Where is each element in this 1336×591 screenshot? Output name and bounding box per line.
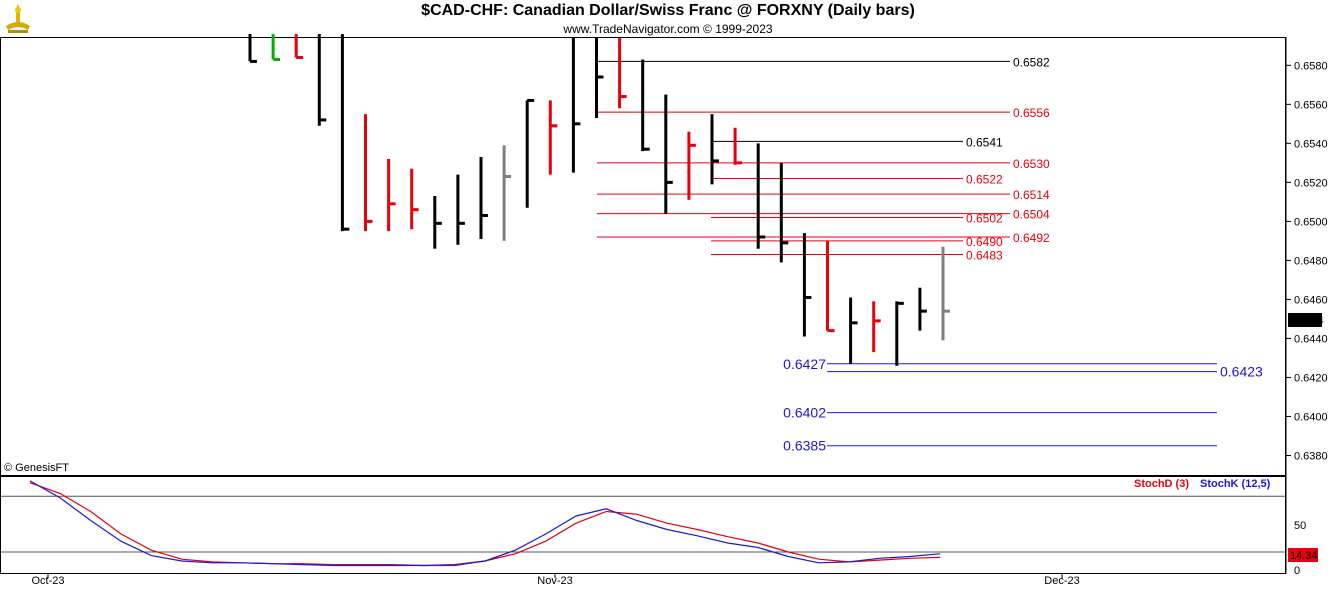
ohlc-bar <box>502 145 512 241</box>
ohlc-bar <box>479 157 488 239</box>
ohlc-bar <box>618 38 627 109</box>
last-price-text: 0.6454 <box>1290 315 1324 327</box>
price-tick-label: 0.6440 <box>1294 333 1328 345</box>
ohlc-bar <box>779 162 789 263</box>
price-level-label: 0.6490 <box>966 235 1003 249</box>
price-level-label: 0.6522 <box>966 172 1003 186</box>
last-stoch-text: 14.34 <box>1290 550 1318 562</box>
ohlc-bar <box>872 301 881 353</box>
ohlc-bar <box>364 114 373 232</box>
ohlc-bar <box>733 127 743 165</box>
x-tick-label: Oct-23 <box>31 575 64 587</box>
chart-subtitle: www.TradeNavigator.com © 1999-2023 <box>563 22 773 36</box>
ohlc-bar <box>433 196 442 249</box>
price-level-label: 0.6556 <box>1013 106 1050 120</box>
price-tick-label: 0.6460 <box>1294 294 1328 306</box>
price-level-label: 0.6502 <box>966 211 1003 225</box>
chart-title: $CAD-CHF: Canadian Dollar/Swiss Franc @ … <box>421 2 915 19</box>
ohlc-bar <box>271 34 281 61</box>
ohlc-bar <box>340 34 350 232</box>
price-level-label: 0.6385 <box>783 438 826 454</box>
genesis-copyright: © GenesisFT <box>4 462 69 474</box>
price-level-label: 0.6582 <box>1013 55 1050 69</box>
ohlc-bar <box>456 174 465 245</box>
price-ticks: 0.6580 0.6560 0.6540 0.6520 0.6500 0.6480 0.64… <box>1286 60 1328 462</box>
price-level-label: 0.6423 <box>1220 364 1263 380</box>
ohlc-bar <box>826 240 835 333</box>
price-level-label: 0.6514 <box>1013 188 1050 202</box>
trade-navigator-logo-icon <box>6 4 30 33</box>
ohlc-bar <box>525 98 535 208</box>
ohlc-bar <box>941 246 950 341</box>
price-level-label: 0.6427 <box>783 356 826 372</box>
ohlc-bar <box>710 114 719 185</box>
ohlc-bar <box>756 143 766 249</box>
ohlc-bars <box>248 34 950 366</box>
price-tick-label: 0.6420 <box>1294 372 1328 384</box>
ohlc-bar <box>802 233 812 337</box>
price-level-label: 0.6541 <box>966 135 1003 149</box>
price-tick-label: 0.6520 <box>1294 177 1328 189</box>
price-level-label: 0.6530 <box>1013 157 1050 171</box>
stoch-k-legend: StochK (12,5) <box>1200 478 1271 490</box>
x-tick-label: Nov-23 <box>537 575 572 587</box>
stochastic-lines: 50 0 <box>1 480 1306 577</box>
ohlc-bar <box>687 131 696 200</box>
x-axis: Oct-23 Nov-23 Dec-23 <box>31 574 1080 587</box>
price-level-label: 0.6402 <box>783 405 826 421</box>
ohlc-bar <box>387 158 396 232</box>
stoch-tick-label: 50 <box>1294 520 1306 532</box>
stoch-panel <box>0 476 1286 574</box>
ohlc-bar <box>918 287 927 331</box>
ohlc-bar <box>571 38 581 173</box>
ohlc-bar <box>849 297 858 364</box>
price-level-label: 0.6504 <box>1013 208 1050 222</box>
price-tick-label: 0.6580 <box>1294 60 1328 72</box>
stoch-series-line <box>29 480 941 567</box>
ohlc-bar <box>641 59 650 152</box>
price-tick-label: 0.6500 <box>1294 216 1328 228</box>
ohlc-bar <box>595 38 604 118</box>
price-level-label: 0.6492 <box>1013 231 1050 245</box>
ohlc-bar <box>410 168 419 230</box>
ohlc-bar <box>294 34 304 60</box>
price-tick-label: 0.6540 <box>1294 138 1328 150</box>
stoch-tick-label: 0 <box>1294 565 1300 577</box>
ohlc-bar <box>664 94 673 214</box>
price-tick-label: 0.6560 <box>1294 99 1328 111</box>
ohlc-bar <box>317 34 327 126</box>
price-levels: 0.6582 0.6556 0.6541 0.6530 0.6522 0.6514 0.65… <box>597 55 1263 454</box>
ohlc-bar <box>248 34 257 63</box>
ohlc-bar <box>548 100 558 175</box>
price-level-label: 0.6483 <box>966 249 1003 263</box>
price-tick-label: 0.6480 <box>1294 255 1328 267</box>
stoch-series-line <box>29 482 941 567</box>
price-tick-label: 0.6400 <box>1294 411 1328 423</box>
ohlc-bar <box>895 301 904 366</box>
last-stoch-tag <box>1288 548 1318 562</box>
price-tick-label: 0.6380 <box>1294 450 1328 462</box>
x-tick-label: Dec-23 <box>1044 575 1079 587</box>
last-price-tag <box>1288 313 1322 327</box>
stoch-d-legend: StochD (3) <box>1134 478 1189 490</box>
